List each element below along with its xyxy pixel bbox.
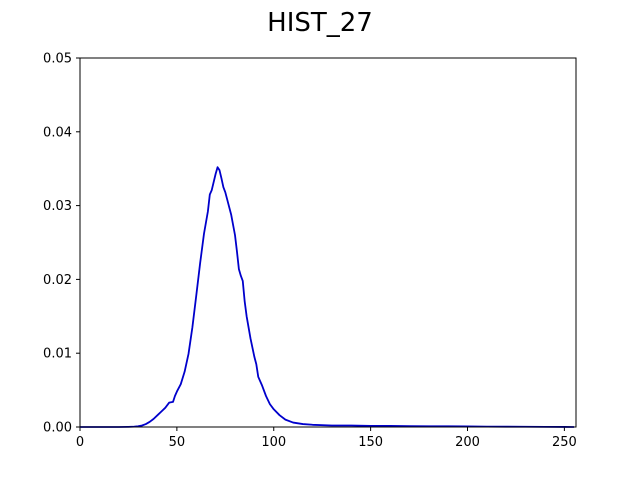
series-line — [80, 166, 575, 428]
x-tick-label: 0 — [76, 435, 84, 450]
x-tick-label: 250 — [552, 435, 577, 450]
y-tick-label: 0.03 — [43, 199, 72, 214]
y-axis: 0.00 0.01 0.02 0.03 0.04 0.05 — [43, 52, 80, 436]
plot-frame — [79, 57, 577, 428]
y-tick-label: 0.01 — [43, 347, 72, 362]
y-tick-label: 0.04 — [43, 125, 72, 140]
y-tick-label: 0.00 — [43, 421, 72, 436]
x-tick-label: 100 — [261, 435, 286, 450]
x-axis: 0 50 100 150 200 250 — [76, 427, 577, 450]
chart-title: HIST_27 — [267, 8, 373, 38]
x-tick-label: 150 — [358, 435, 383, 450]
y-tick-label: 0.02 — [43, 273, 72, 288]
x-tick-label: 200 — [455, 435, 480, 450]
y-tick-label: 0.05 — [43, 52, 72, 67]
x-tick-label: 50 — [169, 435, 186, 450]
